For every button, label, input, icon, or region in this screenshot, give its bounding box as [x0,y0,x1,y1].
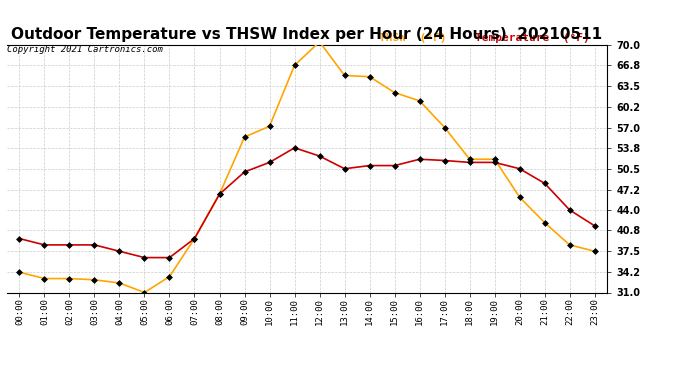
Temperature  (°F) [440,158,449,163]
Temperature  (°F) [366,164,374,168]
THSW  (°F) [140,290,148,295]
THSW  (°F) [266,124,274,129]
Temperature  (°F) [515,166,524,171]
THSW  (°F) [566,243,574,247]
THSW  (°F) [540,220,549,225]
Temperature  (°F) [566,208,574,212]
Temperature  (°F) [15,236,23,241]
Temperature  (°F) [491,160,499,165]
THSW  (°F) [466,157,474,162]
Temperature  (°F) [540,181,549,186]
Temperature  (°F) [166,255,174,260]
Line: Temperature  (°F): Temperature (°F) [17,146,597,260]
THSW  (°F) [491,157,499,162]
Temperature  (°F) [415,157,424,162]
Temperature  (°F) [315,154,324,158]
Temperature  (°F) [115,249,124,254]
THSW  (°F) [240,135,248,139]
Temperature  (°F) [190,236,199,241]
Temperature  (°F) [591,224,599,228]
THSW  (°F) [15,270,23,274]
Temperature  (°F) [266,160,274,165]
THSW  (°F) [66,276,74,281]
Temperature  (°F) [290,146,299,150]
THSW  (°F) [366,75,374,79]
THSW  (°F) [315,40,324,44]
THSW  (°F) [340,73,348,78]
THSW  (°F) [290,63,299,68]
THSW  (°F) [40,276,48,281]
Temperature  (°F) [240,170,248,174]
Title: Outdoor Temperature vs THSW Index per Hour (24 Hours)  20210511: Outdoor Temperature vs THSW Index per Ho… [12,27,602,42]
Text: Temperature  (°F): Temperature (°F) [475,33,590,42]
Text: Copyright 2021 Cartronics.com: Copyright 2021 Cartronics.com [7,45,163,54]
THSW  (°F) [166,274,174,279]
Temperature  (°F) [40,243,48,247]
Temperature  (°F) [66,243,74,247]
THSW  (°F) [90,278,99,282]
Temperature  (°F) [140,255,148,260]
THSW  (°F) [415,99,424,103]
THSW  (°F) [591,249,599,254]
THSW  (°F) [115,281,124,285]
Temperature  (°F) [215,192,224,196]
Temperature  (°F) [90,243,99,247]
THSW  (°F) [190,236,199,241]
Temperature  (°F) [391,164,399,168]
THSW  (°F) [215,192,224,196]
THSW  (°F) [515,195,524,200]
Temperature  (°F) [466,160,474,165]
THSW  (°F) [440,125,449,130]
Temperature  (°F) [340,166,348,171]
Text: THSW  (°F): THSW (°F) [379,33,446,42]
THSW  (°F) [391,90,399,95]
Line: THSW  (°F): THSW (°F) [17,40,597,295]
